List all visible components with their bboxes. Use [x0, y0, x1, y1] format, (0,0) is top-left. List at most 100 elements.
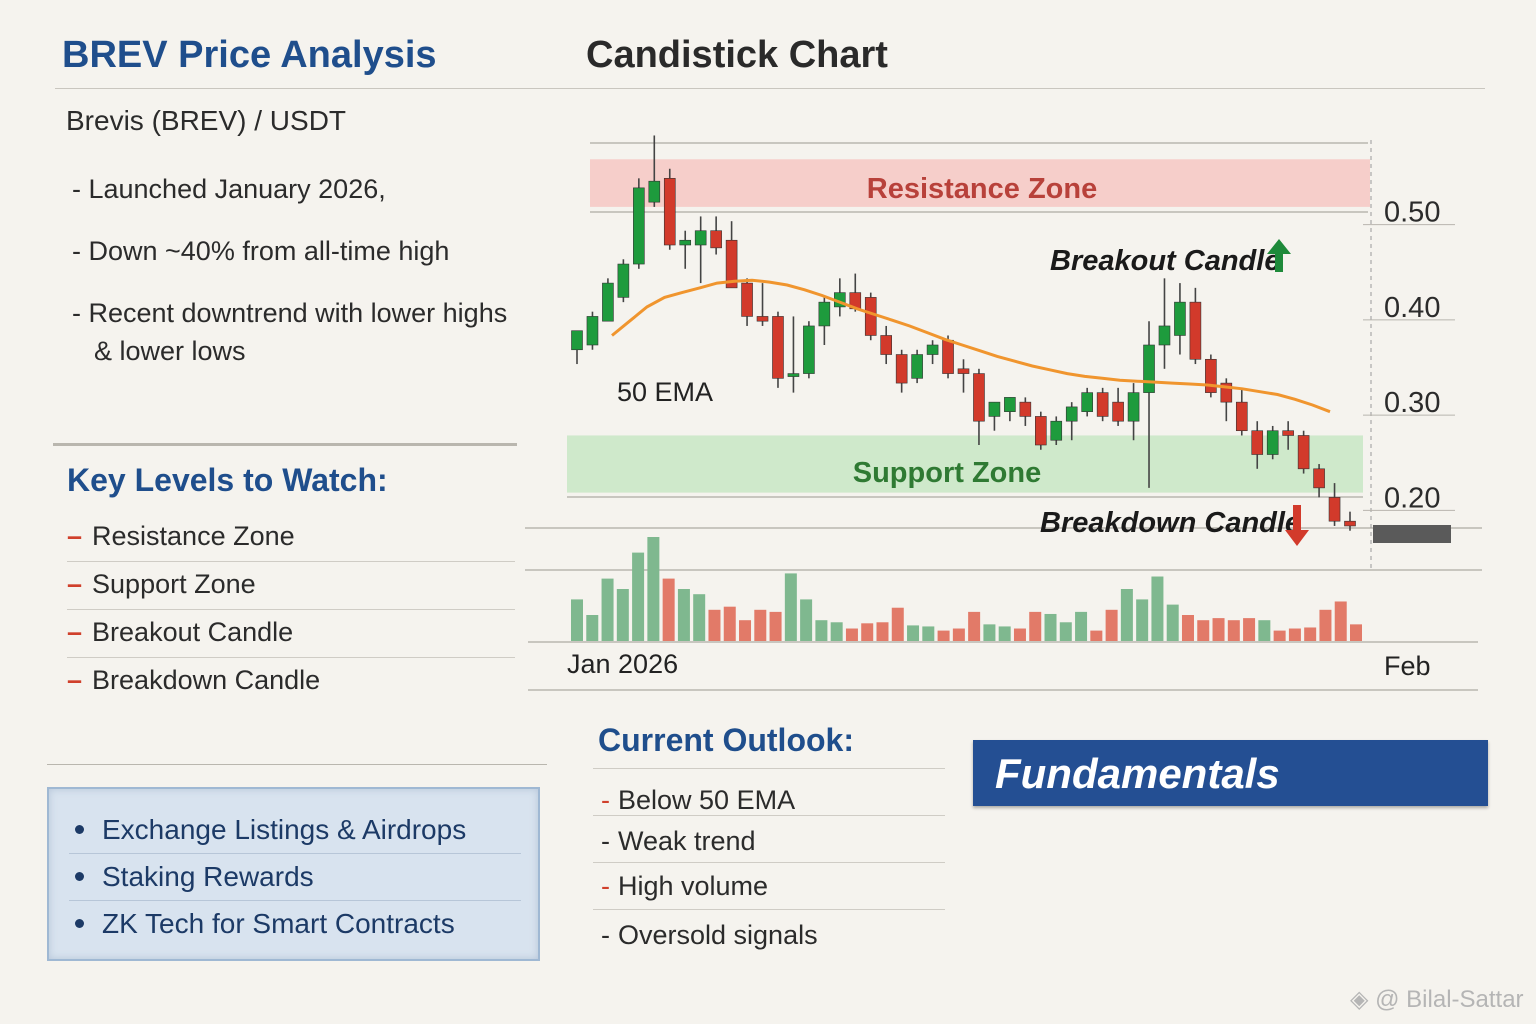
- volume-bar: [1105, 609, 1118, 641]
- candle-body: [988, 401, 1001, 417]
- breakout-candle-label: Breakout Candle: [1050, 245, 1280, 277]
- volume-bar: [662, 578, 675, 641]
- volume-bar: [845, 628, 858, 641]
- support-zone: [567, 435, 1363, 493]
- fundamental-item: ZK Tech for Smart Contracts: [69, 901, 521, 947]
- candle-body: [818, 301, 831, 327]
- breakdown-candle-label: Breakdown Candle: [1040, 507, 1301, 539]
- candle-body: [602, 282, 614, 322]
- volume-bar: [1151, 576, 1164, 641]
- page-title: BREV Price Analysis: [62, 34, 437, 76]
- key-level-label: Support Zone: [92, 569, 256, 599]
- volume-bar: [632, 552, 645, 641]
- candle-body: [571, 330, 583, 351]
- volume-bar: [800, 599, 813, 641]
- candle-body: [1050, 420, 1063, 441]
- chart-title: Candistick Chart: [586, 34, 888, 76]
- volume-bar: [998, 626, 1011, 641]
- candle-body: [1096, 392, 1109, 417]
- candle-body: [725, 239, 738, 289]
- key-levels-list: – Resistance Zone – Support Zone – Breakout…: [67, 514, 515, 705]
- volume-bar: [876, 622, 889, 641]
- arrow-up-icon: [1267, 239, 1291, 272]
- arrow-down-icon: [1285, 505, 1309, 546]
- volume-bar: [1136, 599, 1149, 641]
- outlook-label: Oversold signals: [618, 920, 818, 950]
- candle-body: [1035, 416, 1047, 446]
- volume-bar: [647, 537, 660, 641]
- volume-bar: [1334, 601, 1347, 641]
- candle-body: [1189, 301, 1202, 360]
- outlook-label: High volume: [618, 871, 769, 901]
- volume-bar: [861, 623, 874, 641]
- fundamental-label: Staking Rewards: [102, 861, 314, 892]
- candle-body: [787, 373, 800, 377]
- fundamental-item: Staking Rewards: [69, 854, 521, 901]
- volume-bar: [723, 606, 736, 641]
- key-level-label: Resistance Zone: [92, 521, 295, 551]
- y-tick-label: 0.40: [1384, 292, 1440, 324]
- bullet-icon: [75, 919, 84, 929]
- volume-bar: [1350, 624, 1362, 641]
- key-level-label: Breakout Candle: [92, 617, 294, 647]
- volume-bar: [571, 599, 583, 641]
- bullet-icon: [75, 825, 84, 835]
- volume-bar: [1227, 620, 1240, 641]
- ema-line: [611, 278, 1331, 414]
- outlook-label: Below 50 EMA: [618, 785, 796, 815]
- candle-body: [1344, 520, 1356, 527]
- candle-body: [1143, 344, 1155, 393]
- candle-body: [1266, 430, 1279, 455]
- y-tick-label: 0.30: [1384, 387, 1440, 419]
- candle-body: [1251, 430, 1264, 455]
- summary-bullet-1: - Launched January 2026,: [72, 174, 386, 204]
- volume-bar: [1319, 609, 1332, 641]
- volume-bar: [952, 628, 965, 641]
- summary-bullet-2: - Down ~40% from all-time high: [72, 236, 450, 266]
- volume-bar: [586, 615, 599, 641]
- volume-bar: [830, 622, 843, 641]
- key-level-item: – Breakdown Candle: [67, 665, 321, 695]
- volume-bar: [1181, 615, 1194, 641]
- volume-bar: [693, 594, 706, 641]
- outlook-title: Current Outlook:: [598, 722, 854, 758]
- fundamental-label: ZK Tech for Smart Contracts: [102, 908, 455, 939]
- candle-body: [679, 239, 692, 246]
- volume-bar: [601, 578, 614, 641]
- resistance-zone-label: Resistance Zone: [867, 173, 1097, 205]
- fundamental-label: Exchange Listings & Airdrops: [102, 814, 467, 845]
- volume-bar: [769, 611, 782, 641]
- candle-body: [617, 263, 630, 298]
- volume-bar: [1059, 622, 1072, 641]
- volume-bar: [1304, 627, 1317, 641]
- candle-body: [586, 316, 599, 346]
- volume-bar: [1044, 613, 1057, 641]
- watermark: ◈ @ Bilal-Sattar: [1350, 985, 1524, 1014]
- volume-bar: [1243, 618, 1256, 641]
- support-zone-label: Support Zone: [853, 457, 1041, 489]
- volume-bar: [1075, 611, 1088, 641]
- candle-body: [973, 373, 985, 422]
- y-tick-label: 0.20: [1384, 482, 1440, 514]
- candle-body: [1112, 401, 1124, 422]
- volume-bar: [1013, 628, 1026, 641]
- outlook-item: - Weak trend: [593, 816, 945, 863]
- candle-body: [710, 230, 722, 249]
- watermark-icon: ◈: [1350, 986, 1369, 1013]
- volume-bar: [1258, 620, 1271, 641]
- candle-body: [1127, 392, 1140, 422]
- outlook-item: - Below 50 EMA: [593, 769, 945, 816]
- candle-body: [1205, 358, 1217, 393]
- section-divider: [53, 443, 517, 446]
- section-divider: [47, 764, 547, 765]
- volume-bar: [1273, 630, 1286, 641]
- volume-bar: [891, 607, 904, 641]
- y-tick-label: 0.50: [1384, 197, 1440, 229]
- fundamentals-banner: Fundamentals: [973, 740, 1488, 806]
- outlook-list: - Below 50 EMA - Weak trend - High volume -…: [593, 768, 945, 956]
- volume-bar: [1197, 620, 1210, 641]
- x-tick-label: Feb: [1384, 651, 1431, 681]
- outlook-item: - Oversold signals: [601, 920, 818, 950]
- candle-body: [1220, 382, 1233, 403]
